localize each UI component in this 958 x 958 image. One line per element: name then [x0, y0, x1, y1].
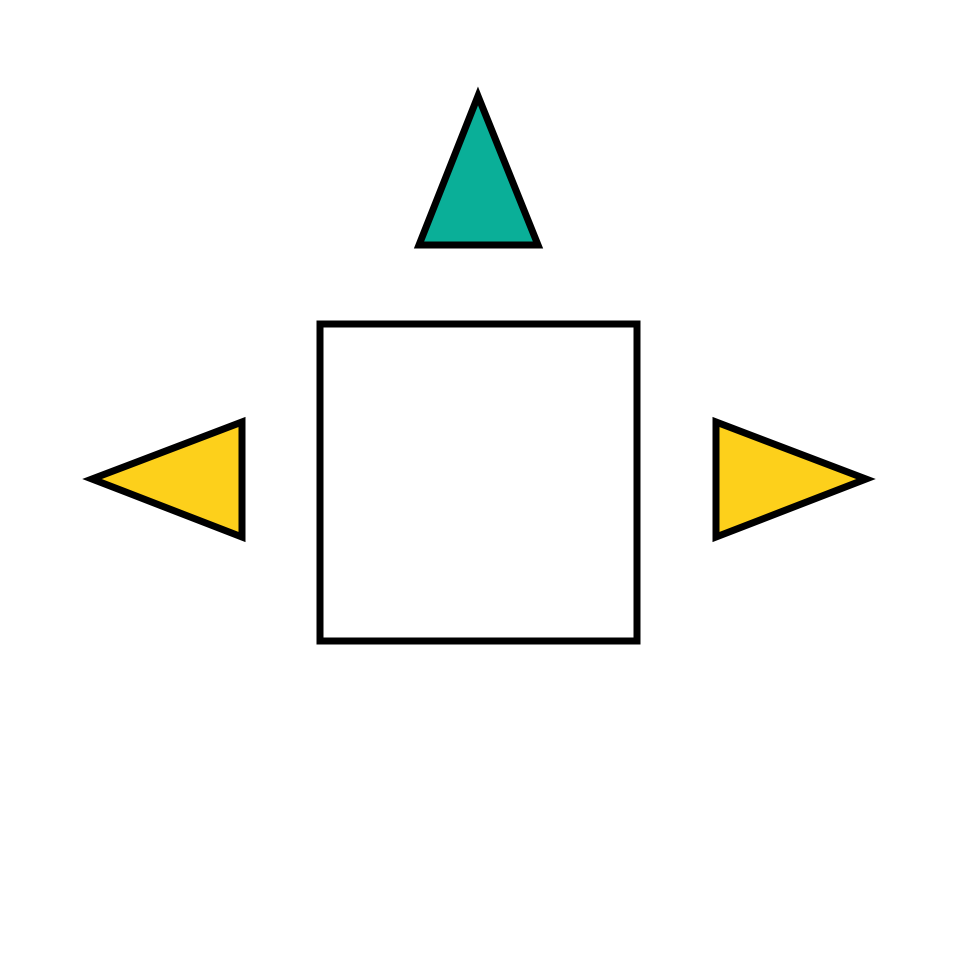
left-triangle [82, 416, 246, 543]
top-triangle [413, 86, 544, 249]
center-square [316, 320, 641, 645]
right-triangle [712, 416, 876, 543]
